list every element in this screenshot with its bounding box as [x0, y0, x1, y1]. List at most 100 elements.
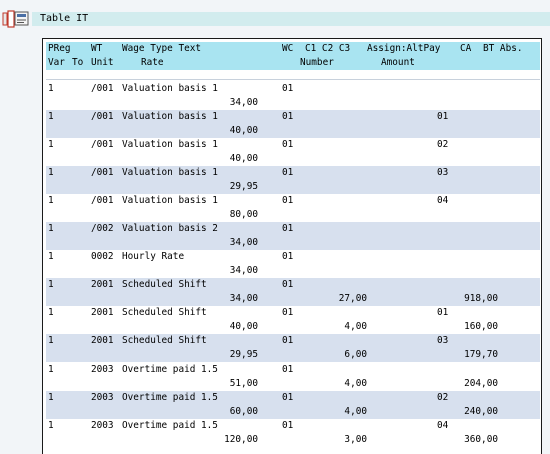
cell-amount: 160,00 [464, 321, 498, 333]
cell-wc: 01 [282, 335, 294, 347]
cell-text: Valuation basis 1 [122, 139, 218, 151]
cell-altpay: 04 [437, 419, 449, 431]
cell-rate: 34,00 [229, 97, 258, 108]
cell-amount: 240,00 [464, 405, 498, 417]
cell-wc: 01 [282, 251, 294, 263]
cell-preg: 1 [48, 83, 54, 94]
table-row[interactable]: 1 2003 Overtime paid 1.5 01 02 60,00 4,00 240,0… [46, 390, 540, 419]
cell-number: 3,00 [344, 433, 367, 445]
cell-wt: /001 [91, 139, 114, 151]
table-row[interactable]: 1/002 Valuation basis 2 01 34,00 [46, 222, 540, 251]
cell-wc: 01 [282, 139, 294, 151]
col-header-wt: WT [91, 43, 103, 54]
cell-wc: 01 [282, 419, 294, 431]
cell-wc: 01 [282, 83, 294, 94]
cell-wt: 2003 [91, 419, 114, 431]
table-header: PReg WT Wage Type Text WC C1 C2 C3 Assig… [46, 42, 540, 70]
table-row[interactable]: 1/001 Valuation basis 1 01 01 40,00 [46, 110, 540, 139]
cell-rate: 29,95 [229, 349, 258, 361]
cell-text: Valuation basis 1 [122, 83, 218, 94]
title-bar: Table IT [0, 0, 550, 38]
table-row[interactable]: 1 2001 Scheduled Shift 01 01 40,00 4,00 160,00 [46, 306, 540, 334]
col-header-preg: PReg [48, 43, 71, 54]
col-header-c123: C1 C2 C3 [305, 43, 351, 54]
cell-number: 4,00 [344, 377, 367, 389]
cell-wt: 2003 [91, 391, 114, 403]
cell-altpay: 01 [437, 111, 449, 123]
cell-rate: 34,00 [229, 293, 258, 305]
cell-wc: 01 [282, 391, 294, 403]
cell-wt: 0002 [91, 251, 114, 263]
table-row[interactable]: 1 2001 Scheduled Shift 01 34,00 27,00 918,00 [46, 278, 540, 307]
table-row[interactable]: 1/001 Valuation basis 1 01 02 40,00 [46, 138, 540, 166]
col-header-amount: Amount [381, 57, 415, 68]
cell-wt: 2001 [91, 279, 114, 291]
cell-wt: /001 [91, 111, 114, 123]
cell-wc: 01 [282, 307, 294, 319]
header-separator [46, 79, 540, 80]
cell-text: Overtime paid 1.5 [122, 363, 218, 375]
cell-wc: 01 [282, 195, 294, 207]
cell-text: Valuation basis 1 [122, 167, 218, 179]
col-header-wc: WC [282, 43, 294, 54]
cell-wc: 01 [282, 223, 294, 235]
col-header-var: Var [48, 57, 65, 68]
cell-rate: 29,95 [229, 181, 258, 193]
cell-wc: 01 [282, 111, 294, 123]
cell-amount: 360,00 [464, 433, 498, 445]
cell-rate: 51,00 [229, 377, 258, 389]
cell-rate: 34,00 [229, 237, 258, 249]
cell-altpay: 03 [437, 167, 449, 179]
cell-rate: 80,00 [229, 209, 258, 221]
cell-number: 6,00 [344, 349, 367, 361]
cell-wt: /001 [91, 167, 114, 179]
col-header-bt: BT Abs. [483, 43, 523, 54]
cell-text: Hourly Rate [122, 251, 185, 263]
table-row[interactable]: 1 2003 Overtime paid 1.5 01 51,00 4,00 204,00 [46, 363, 540, 391]
cell-preg: 1 [48, 223, 54, 235]
cell-wc: 01 [282, 167, 294, 179]
cell-altpay: 02 [437, 139, 449, 151]
cell-wt: /002 [91, 223, 114, 235]
cell-amount: 179,70 [464, 349, 498, 361]
cell-preg: 1 [48, 195, 54, 207]
title-strip: Table IT [32, 12, 550, 26]
cell-rate: 60,00 [229, 405, 258, 417]
cell-preg: 1 [48, 167, 54, 179]
cell-rate: 40,00 [229, 321, 258, 333]
page-title: Table IT [40, 13, 89, 24]
cell-rate: 40,00 [229, 153, 258, 165]
cell-preg: 1 [48, 279, 54, 291]
results-table: PReg WT Wage Type Text WC C1 C2 C3 Assig… [42, 38, 542, 454]
cell-preg: 1 [48, 139, 54, 151]
table-row[interactable]: 1/001 Valuation basis 1 01 03 29,95 [46, 166, 540, 195]
cell-preg: 1 [48, 391, 54, 403]
cell-preg: 1 [48, 363, 54, 375]
cell-amount: 918,00 [464, 293, 498, 305]
cell-preg: 1 [48, 251, 54, 263]
cell-rate: 34,00 [229, 265, 258, 277]
cell-text: Valuation basis 1 [122, 195, 218, 207]
table-row[interactable]: 1/001 Valuation basis 1 01 04 80,00 [46, 194, 540, 222]
cell-preg: 1 [48, 419, 54, 431]
cell-altpay: 03 [437, 335, 449, 347]
cell-wt: /001 [91, 83, 114, 94]
cell-wt: 2003 [91, 363, 114, 375]
cell-rate: 120,00 [224, 433, 258, 445]
table-row[interactable]: 1 2001 Scheduled Shift 01 03 29,95 6,00 179,70 [46, 334, 540, 363]
col-header-ca: CA [460, 43, 472, 54]
table-row[interactable]: 1 0002 Hourly Rate 01 34,00 [46, 250, 540, 278]
col-header-rate: Rate [141, 57, 164, 68]
col-header-number: Number [300, 57, 334, 68]
cell-preg: 1 [48, 111, 54, 123]
cell-rate: 40,00 [229, 125, 258, 137]
cell-altpay: 04 [437, 195, 449, 207]
col-header-assign: Assign:AltPay [367, 43, 441, 54]
table-row[interactable]: 1 2003 Overtime paid 1.5 01 04 120,00 3,00 360,… [46, 419, 540, 447]
cell-altpay: 01 [437, 307, 449, 319]
table-icon[interactable] [2, 10, 30, 28]
cell-wt: /001 [91, 195, 114, 207]
cell-number: 4,00 [344, 321, 367, 333]
table-row[interactable]: 1/001 Valuation basis 1 01 34,00 [46, 82, 540, 110]
cell-preg: 1 [48, 335, 54, 347]
